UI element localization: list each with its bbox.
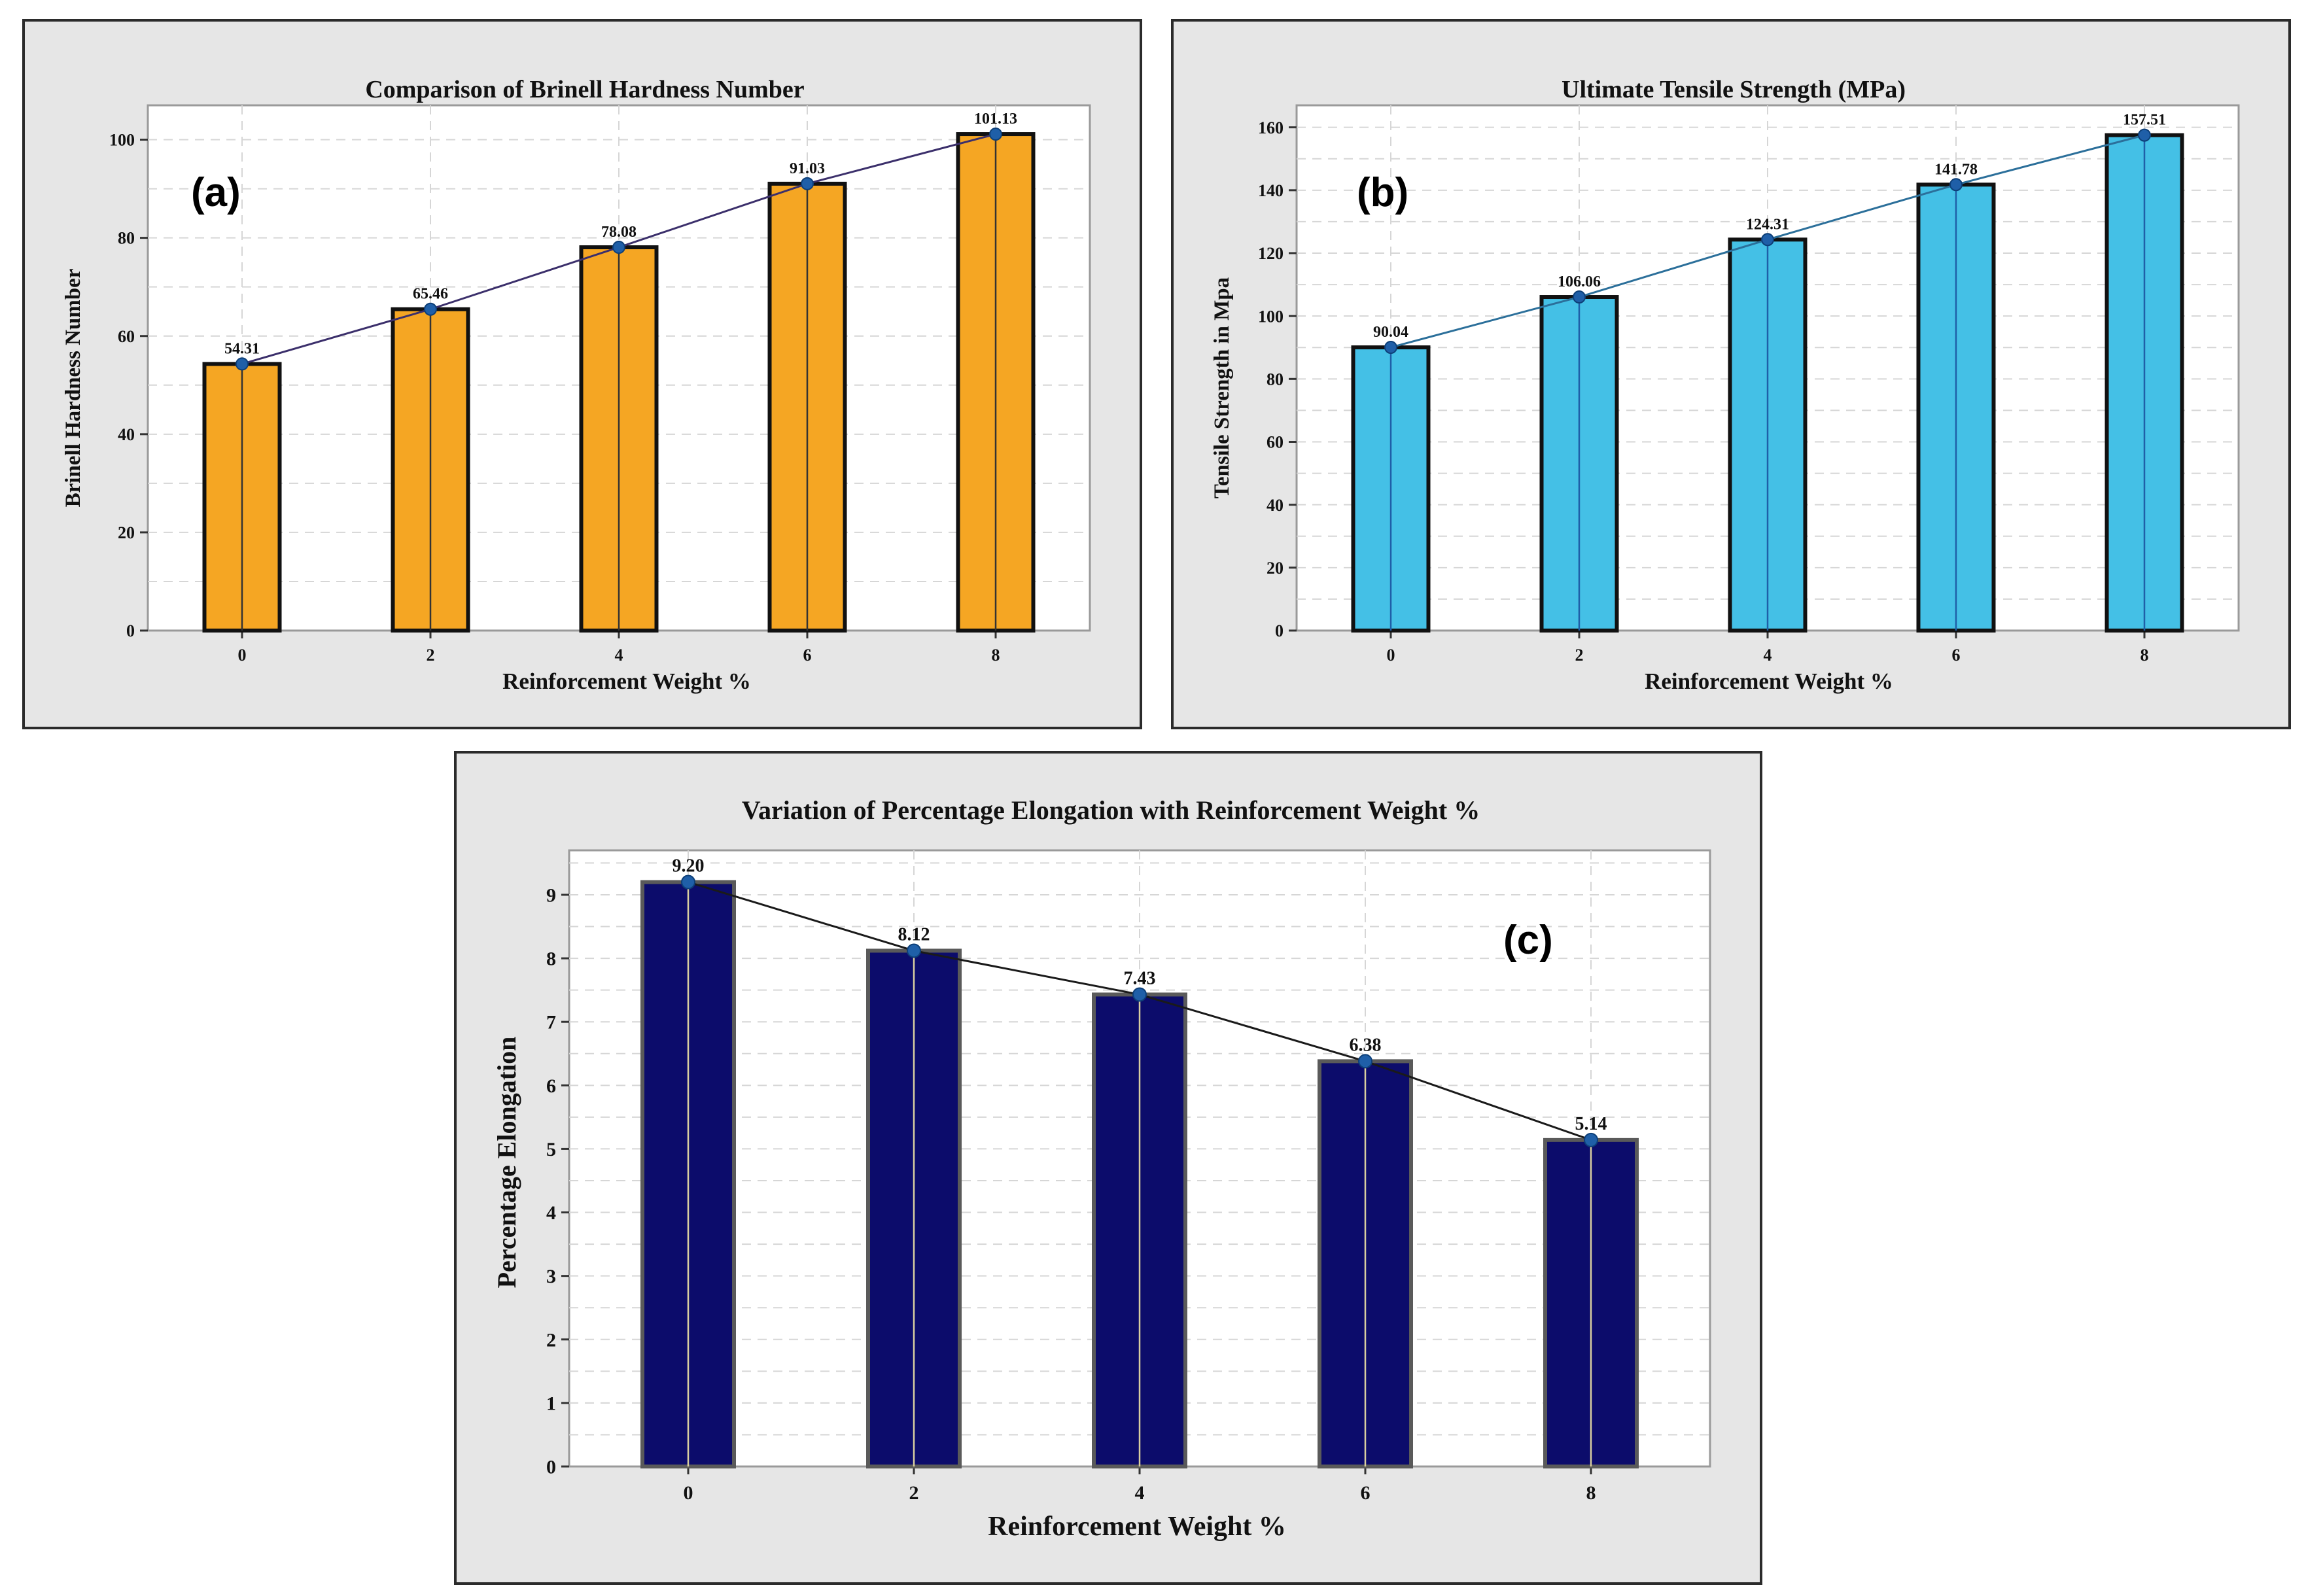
x-tick-label: 4 — [1764, 646, 1772, 665]
data-point — [1949, 178, 1963, 192]
chart-panel-c: 0 1 2 3 4 5 6 7 8 9 0 2 4 6 8 9.20 8.12 7.43 6.38 5.14 Varia… — [454, 751, 1762, 1585]
chart-b: 0 20 40 60 80 100 120 140 160 0 2 4 6 8 90.04 106.06 124… — [1210, 76, 2240, 694]
data-point — [1573, 290, 1586, 304]
x-axis-label: Reinforcement Weight % — [988, 1512, 1286, 1542]
x-axis-label: Reinforcement Weight % — [502, 668, 751, 694]
chart-panel-b: 0 20 40 60 80 100 120 140 160 0 2 4 6 8 90.04 106.06 124… — [1171, 19, 2291, 729]
data-label: 65.46 — [413, 286, 448, 303]
y-tick-label: 9 — [546, 884, 556, 906]
data-label: 91.03 — [790, 160, 825, 177]
x-tick-label: 6 — [1361, 1482, 1371, 1504]
panel-tag: (a) — [191, 170, 241, 215]
chart-panel-a: 0 20 40 60 80 100 0 2 4 6 8 54.31 65.46 78.08 91.03 101… — [22, 19, 1142, 729]
data-label: 101.13 — [974, 111, 1017, 128]
chart-title: Variation of Percentage Elongation with … — [742, 795, 1480, 825]
data-label: 8.12 — [898, 924, 930, 945]
y-tick-label: 80 — [118, 229, 135, 248]
y-tick-label: 6 — [546, 1075, 556, 1097]
x-tick-label: 0 — [238, 646, 247, 665]
y-tick-label: 80 — [1267, 370, 1284, 389]
x-tick-label: 8 — [2140, 646, 2149, 665]
data-point — [1132, 987, 1147, 1002]
chart-a: 0 20 40 60 80 100 0 2 4 6 8 54.31 65.46 78.08 91.03 101… — [61, 76, 1091, 694]
data-label: 141.78 — [1934, 161, 1978, 178]
panel-tag: (c) — [1503, 918, 1553, 963]
data-point — [801, 177, 814, 190]
y-tick-label: 120 — [1258, 244, 1284, 263]
data-label: 78.08 — [601, 224, 637, 241]
y-tick-label: 40 — [1267, 496, 1284, 515]
x-tick-label: 4 — [1135, 1482, 1145, 1504]
x-tick-label: 0 — [1387, 646, 1395, 665]
x-tick-label: 8 — [992, 646, 1000, 665]
data-label: 124.31 — [1746, 216, 1789, 233]
y-tick-label: 0 — [126, 621, 135, 640]
y-tick-label: 100 — [109, 131, 135, 150]
y-tick-label: 40 — [118, 425, 135, 444]
y-tick-label: 5 — [546, 1139, 556, 1160]
y-tick-label: 160 — [1258, 118, 1284, 137]
x-tick-label: 4 — [615, 646, 623, 665]
x-axis-label: Reinforcement Weight % — [1645, 668, 1893, 694]
data-point — [1358, 1054, 1372, 1069]
y-tick-label: 3 — [546, 1266, 556, 1287]
data-label: 6.38 — [1350, 1035, 1382, 1055]
y-tick-label: 0 — [1275, 621, 1284, 640]
data-label: 157.51 — [2123, 112, 2166, 129]
data-point — [1761, 233, 1774, 247]
y-tick-label: 4 — [546, 1202, 556, 1224]
x-tick-label: 2 — [1575, 646, 1584, 665]
data-point — [2138, 128, 2151, 142]
data-point — [1384, 341, 1397, 355]
data-point — [236, 357, 249, 371]
y-axis-label: Tensile Strength in Mpa — [1210, 277, 1234, 498]
data-point — [424, 302, 437, 316]
y-axis-label: Percentage Elongation — [492, 1037, 521, 1289]
y-tick-label: 0 — [546, 1457, 556, 1478]
data-point — [612, 241, 625, 254]
x-tick-label: 2 — [909, 1482, 919, 1504]
y-tick-label: 20 — [118, 523, 135, 542]
x-tick-label: 6 — [1952, 646, 1961, 665]
y-tick-label: 60 — [118, 327, 135, 346]
y-axis-label: Brinell Hardness Number — [61, 269, 85, 508]
y-tick-label: 100 — [1258, 307, 1284, 326]
chart-title: Comparison of Brinell Hardness Number — [365, 76, 804, 103]
data-label: 7.43 — [1124, 968, 1156, 988]
data-label: 54.31 — [224, 340, 260, 357]
data-point — [1584, 1132, 1598, 1147]
x-tick-label: 6 — [803, 646, 812, 665]
data-label: 9.20 — [673, 856, 705, 876]
y-tick-label: 1 — [546, 1393, 556, 1414]
x-tick-label: 2 — [427, 646, 435, 665]
y-tick-label: 8 — [546, 948, 556, 970]
y-tick-label: 7 — [546, 1012, 556, 1033]
y-tick-label: 140 — [1258, 181, 1284, 200]
data-point — [989, 128, 1002, 141]
data-label: 90.04 — [1373, 324, 1408, 341]
x-tick-label: 0 — [684, 1482, 693, 1504]
x-tick-label: 8 — [1586, 1482, 1596, 1504]
chart-title: Ultimate Tensile Strength (MPa) — [1562, 76, 1906, 103]
chart-c: 0 1 2 3 4 5 6 7 8 9 0 2 4 6 8 9.20 8.12 7.43 6.38 5.14 Varia… — [492, 795, 1711, 1542]
data-point — [907, 943, 921, 958]
data-label: 106.06 — [1558, 273, 1601, 290]
y-tick-label: 20 — [1267, 559, 1284, 578]
data-label: 5.14 — [1575, 1114, 1607, 1134]
y-tick-label: 2 — [546, 1329, 556, 1351]
y-tick-label: 60 — [1267, 433, 1284, 452]
panel-tag: (b) — [1357, 170, 1408, 215]
data-point — [681, 875, 695, 890]
